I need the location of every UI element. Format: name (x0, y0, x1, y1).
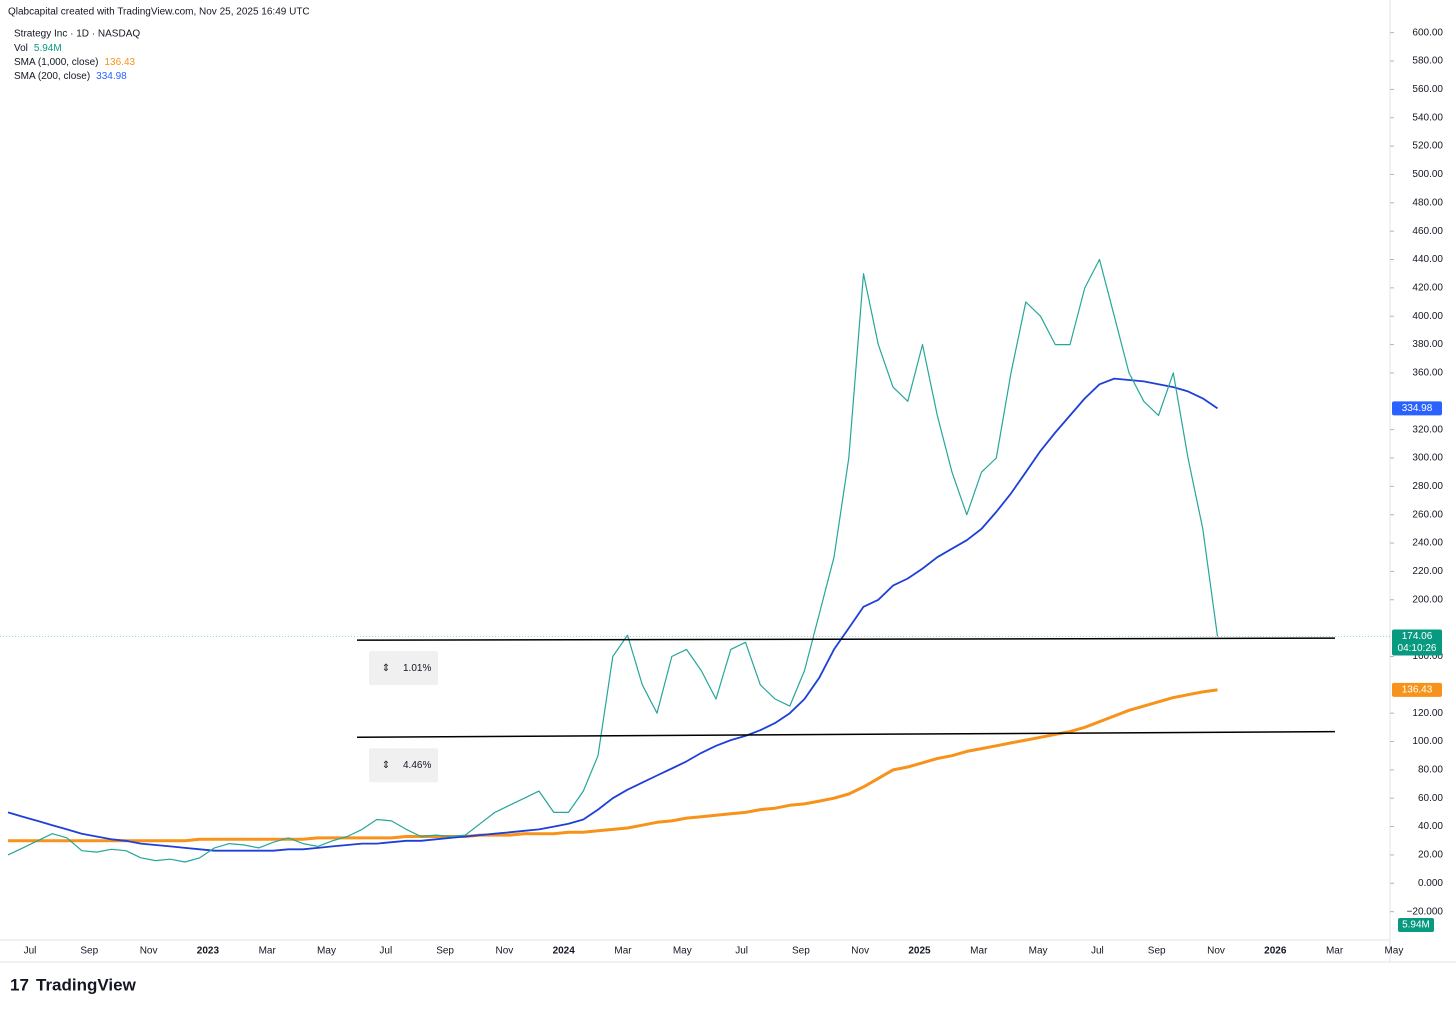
x-tick-label: May (317, 946, 336, 957)
y-tick-label: 240.00 (1412, 538, 1443, 549)
y-tick-label: 520.00 (1412, 141, 1443, 152)
legend-entry: SMA (1,000, close) 136.43 (14, 57, 136, 68)
y-tick-label: 120.00 (1412, 708, 1443, 719)
volume-badge-label: 5.94M (1402, 920, 1430, 931)
measure-box (369, 748, 438, 783)
x-tick-label: Mar (970, 946, 988, 957)
x-tick-label: Jul (379, 946, 392, 957)
legend-value: 5.94M (34, 43, 62, 54)
price-badge (1392, 682, 1442, 697)
measure-label: 4.46% (403, 760, 431, 771)
volume-badge (1398, 918, 1434, 932)
y-tick-label: 260.00 (1412, 509, 1443, 520)
x-tick-label: May (673, 946, 692, 957)
symbol-title: Strategy Inc · 1D · NASDAQ (14, 29, 140, 40)
y-tick-label: 580.00 (1412, 56, 1443, 67)
price-badge-label: 334.98 (1402, 403, 1433, 414)
credit: Qlabcapital created with TradingView.com… (8, 7, 310, 18)
y-tick-label: 320.00 (1412, 424, 1443, 435)
y-tick-label: 220.00 (1412, 566, 1443, 577)
price-badge-label: 174.06 (1402, 631, 1433, 642)
x-tick-label: Sep (80, 946, 98, 957)
y-tick-label: 80.00 (1418, 765, 1443, 776)
x-tick-label: Nov (140, 946, 158, 957)
y-tick-label: 40.00 (1418, 821, 1443, 832)
x-tick-label: Nov (851, 946, 869, 957)
price-line (7, 258, 1219, 863)
y-tick-label: 100.00 (1412, 736, 1443, 747)
measure-icon: ⇕ (382, 663, 390, 674)
x-tick-label: May (1029, 946, 1048, 957)
y-tick-label: 20.00 (1418, 850, 1443, 861)
x-tick-label: 2026 (1264, 946, 1287, 957)
countdown: 04:10:26 (1398, 643, 1437, 654)
y-tick-label: 540.00 (1412, 112, 1443, 123)
y-tick-label: 60.00 (1418, 793, 1443, 804)
x-tick-label: 2023 (197, 946, 220, 957)
measure-label: 1.01% (403, 663, 431, 674)
y-tick-label: 380.00 (1412, 339, 1443, 350)
legend-vol: Vol 5.94M (14, 43, 62, 54)
measure-box (369, 651, 438, 686)
y-tick-label: 400.00 (1412, 311, 1443, 322)
price-badge-label: 136.43 (1402, 685, 1433, 696)
y-tick-label: 280.00 (1412, 481, 1443, 492)
y-tick-label: 500.00 (1412, 169, 1443, 180)
y-tick-label: 440.00 (1412, 254, 1443, 265)
y-tick-label: 560.00 (1412, 84, 1443, 95)
x-tick-label: May (1384, 946, 1403, 957)
x-tick-label: Sep (792, 946, 810, 957)
x-tick-label: Nov (496, 946, 514, 957)
x-tick-label: 2025 (908, 946, 931, 957)
legend-name: SMA (1,000, close) (14, 57, 98, 68)
trend-line (356, 730, 1336, 739)
y-tick-label: 480.00 (1412, 197, 1443, 208)
legend-value: 136.43 (104, 57, 135, 68)
sma-line (7, 377, 1219, 852)
y-tick-label: 460.00 (1412, 226, 1443, 237)
price-badge (1392, 401, 1442, 416)
x-tick-label: Mar (614, 946, 632, 957)
y-tick-label: 0.000 (1418, 878, 1443, 889)
x-tick-label: Jul (1091, 946, 1104, 957)
x-tick-label: Jul (24, 946, 37, 957)
legend-name: Vol (14, 43, 28, 54)
brand: TradingView (36, 975, 137, 994)
y-tick-label: 420.00 (1412, 283, 1443, 294)
measure-icon: ⇕ (382, 760, 390, 771)
legend-name: SMA (200, close) (14, 71, 90, 82)
x-tick-label: Nov (1207, 946, 1225, 957)
legend: Vol 5.94M SMA (1,000, close) 136.43 SMA (200… (14, 43, 136, 82)
legend-entry: SMA (200, close) 334.98 (14, 71, 127, 82)
brand-logo: 17 (10, 975, 29, 994)
x-tick-label: 2024 (553, 946, 576, 957)
legend-value: 334.98 (96, 71, 127, 82)
trend-line (356, 637, 1336, 641)
y-tick-label: −20.000 (1407, 906, 1444, 917)
price-badge (1392, 629, 1442, 656)
y-tick-label: 300.00 (1412, 453, 1443, 464)
x-tick-label: Sep (1148, 946, 1166, 957)
x-tick-label: Mar (259, 946, 277, 957)
y-tick-label: 360.00 (1412, 368, 1443, 379)
x-tick-label: Jul (735, 946, 748, 957)
y-tick-label: 200.00 (1412, 594, 1443, 605)
x-tick-label: Mar (1326, 946, 1344, 957)
y-tick-label: 160.00 (1412, 651, 1443, 662)
sma-line (8, 688, 1218, 843)
y-tick-label: 600.00 (1412, 27, 1443, 38)
x-tick-label: Sep (436, 946, 454, 957)
